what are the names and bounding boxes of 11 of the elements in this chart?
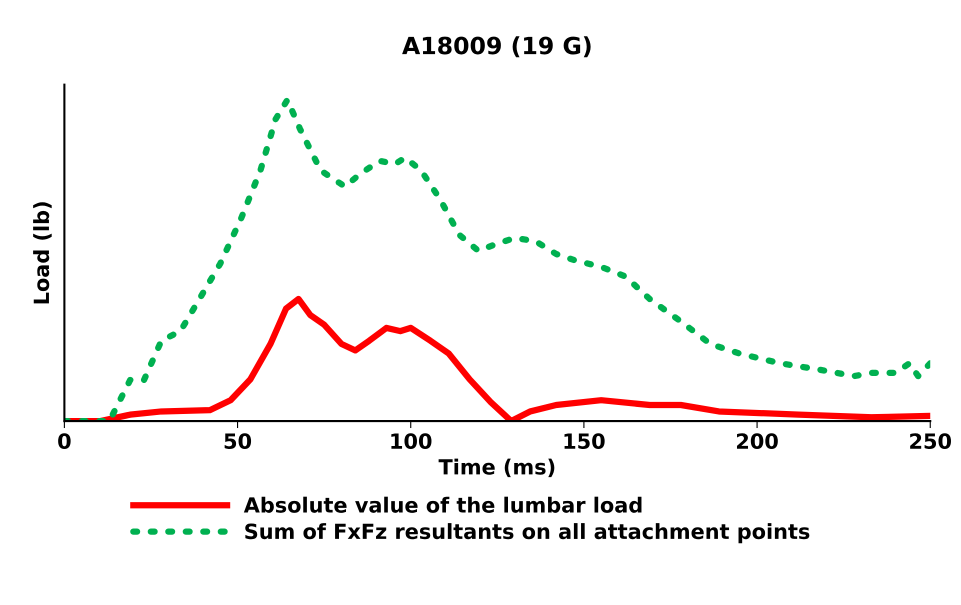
x-tick-label: 50 [224, 433, 252, 450]
legend-label: Sum of FxFz resultants on all attachment points [245, 523, 810, 544]
y-axis-title: Load (lb) [33, 202, 52, 304]
x-tick-label: 200 [736, 433, 778, 450]
legend-label: Absolute value of the lumbar load [244, 496, 642, 513]
x-tick-label: 0 [58, 433, 71, 450]
x-tick-label: 250 [910, 433, 951, 450]
x-tick-label: 150 [564, 433, 605, 450]
x-tick-label: 100 [391, 433, 432, 450]
x-axis-title: Time (ms) [438, 458, 554, 478]
chart-title: A18009 (19 G) [402, 36, 591, 58]
